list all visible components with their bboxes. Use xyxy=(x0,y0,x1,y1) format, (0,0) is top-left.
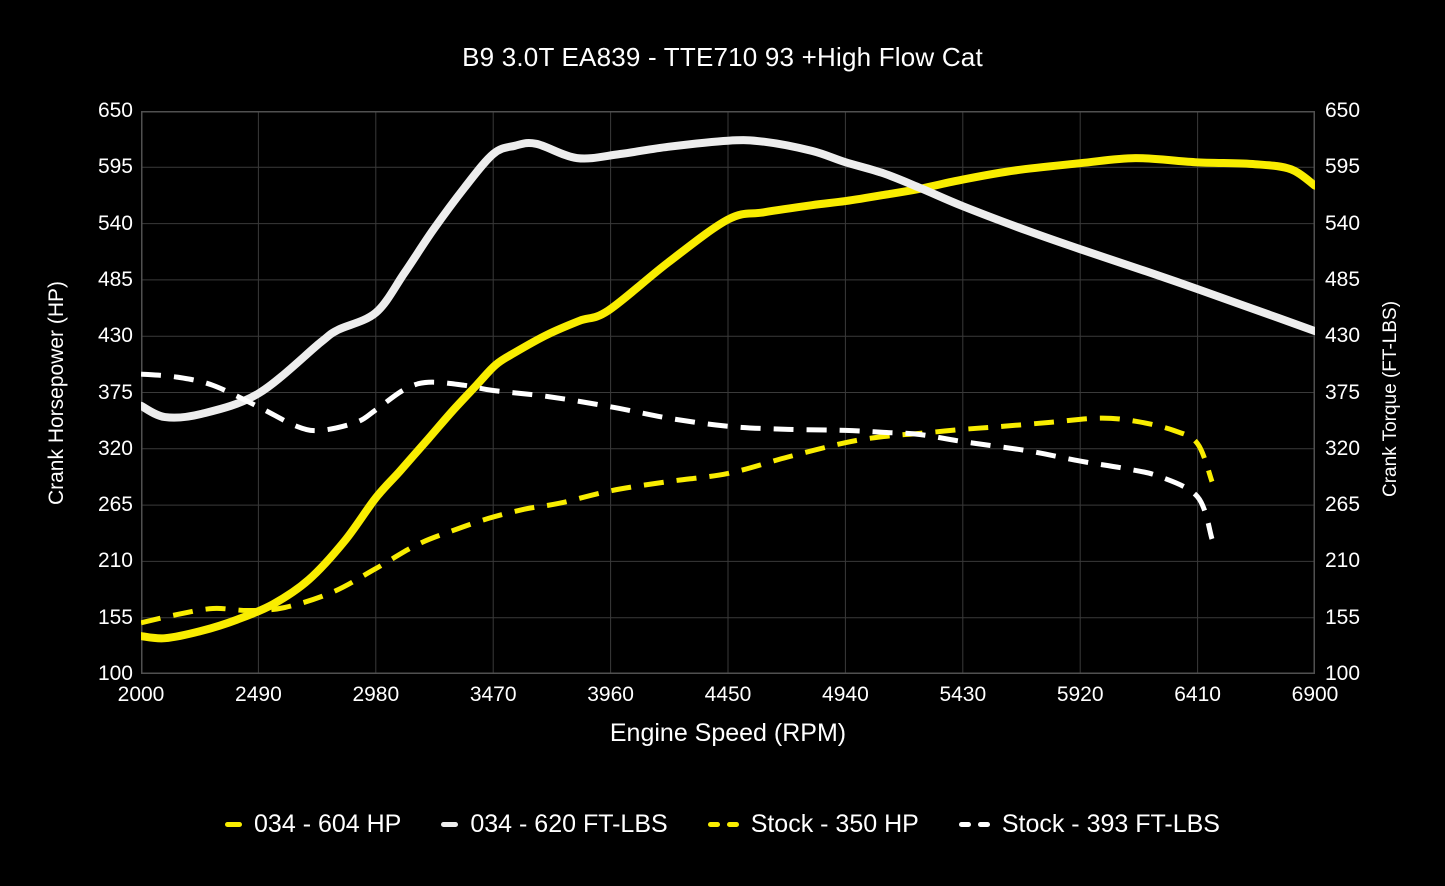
legend-item-034-hp: 034 - 604 HP xyxy=(225,810,401,839)
y-tick-right-650: 650 xyxy=(1325,99,1361,122)
x-tick-5920: 5920 xyxy=(1056,683,1104,706)
series-line-3 xyxy=(141,371,1215,540)
series-line-0 xyxy=(141,154,1315,643)
x-tick-2000: 2000 xyxy=(117,683,165,706)
legend: 034 - 604 HP 034 - 620 FT-LBS Stock - 35… xyxy=(0,810,1445,839)
y-tick-right-100: 100 xyxy=(1325,662,1361,685)
legend-item-034-torque: 034 - 620 FT-LBS xyxy=(441,810,668,839)
plot-area xyxy=(141,111,1315,674)
y-axis-right-title: Crank Torque (FT-LBS) xyxy=(1380,300,1401,498)
y-tick-right-210: 210 xyxy=(1325,549,1361,573)
x-tick-6410: 6410 xyxy=(1174,683,1221,706)
y-tick-right-485: 485 xyxy=(1325,267,1361,291)
y-tick-left-210: 210 xyxy=(97,549,133,573)
dashed-dash-glyph xyxy=(958,822,971,827)
y-tick-right-430: 430 xyxy=(1325,324,1361,348)
chart-title: B9 3.0T EA839 - TTE710 93 +High Flow Cat xyxy=(462,42,983,72)
x-tick-2490: 2490 xyxy=(235,683,282,706)
y-tick-right-595: 595 xyxy=(1325,155,1361,179)
solid-dash-glyph xyxy=(441,822,459,827)
legend-item-stock-hp: Stock - 350 HP xyxy=(707,810,919,839)
y-tick-right-375: 375 xyxy=(1325,380,1361,404)
solid-dash-glyph xyxy=(225,822,243,827)
x-tick-6900: 6900 xyxy=(1291,683,1339,706)
legend-marker-dashed-white xyxy=(958,822,990,827)
y-tick-left-155: 155 xyxy=(97,605,133,629)
y-tick-left-540: 540 xyxy=(97,211,133,235)
y-tick-left-320: 320 xyxy=(97,436,133,460)
legend-label-034-hp: 034 - 604 HP xyxy=(254,810,402,838)
series-line-2 xyxy=(141,415,1215,626)
series-line-1 xyxy=(141,136,1315,422)
y-tick-right-155: 155 xyxy=(1325,605,1361,629)
legend-marker-solid-yellow xyxy=(225,822,243,827)
legend-label-stock-torque: Stock - 393 FT-LBS xyxy=(1001,810,1220,838)
dashed-dash-glyph xyxy=(707,822,720,827)
y-tick-left-595: 595 xyxy=(97,155,133,179)
legend-item-stock-torque: Stock - 393 FT-LBS xyxy=(958,810,1220,839)
x-axis-title: Engine Speed (RPM) xyxy=(609,719,847,747)
y-tick-left-100: 100 xyxy=(97,662,133,685)
y-tick-left-485: 485 xyxy=(97,267,133,291)
x-tick-5430: 5430 xyxy=(939,683,987,706)
x-tick-3470: 3470 xyxy=(469,683,517,706)
legend-label-034-torque: 034 - 620 FT-LBS xyxy=(470,810,668,838)
y-tick-left-430: 430 xyxy=(97,324,133,348)
legend-label-stock-hp: Stock - 350 HP xyxy=(750,810,919,838)
y-tick-right-320: 320 xyxy=(1325,436,1361,460)
y-tick-left-265: 265 xyxy=(97,493,133,517)
y-tick-right-540: 540 xyxy=(1325,211,1361,235)
legend-marker-solid-white xyxy=(441,822,459,827)
y-tick-right-265: 265 xyxy=(1325,493,1361,517)
dashed-dash-glyph xyxy=(726,822,739,827)
x-tick-4450: 4450 xyxy=(704,683,752,706)
x-tick-2980: 2980 xyxy=(352,683,400,706)
x-tick-3960: 3960 xyxy=(587,683,634,706)
chart-canvas xyxy=(141,111,1315,674)
y-axis-left-title: Crank Horsepower (HP) xyxy=(45,280,68,506)
dashed-dash-glyph xyxy=(977,822,990,827)
legend-marker-dashed-yellow xyxy=(707,822,739,827)
y-tick-left-375: 375 xyxy=(97,380,133,404)
y-tick-left-650: 650 xyxy=(97,99,133,122)
plot-border xyxy=(141,111,1315,674)
x-tick-4940: 4940 xyxy=(822,683,869,706)
